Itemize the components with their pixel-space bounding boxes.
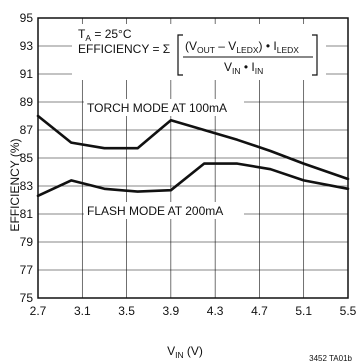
x-tick-label: 3.1 (74, 304, 91, 318)
y-tick-label: 95 (20, 11, 34, 25)
plot-frame (37, 17, 349, 299)
efficiency-formula: TA = 25°C EFFICIENCY = Σ (VOUT – VLEDX) … (78, 27, 318, 76)
x-tick-label: 3.5 (118, 304, 135, 318)
y-tick-label: 81 (20, 207, 34, 221)
formula-backdrop (72, 24, 326, 80)
formula-numerator: (VOUT – VLEDX) • ILEDX (185, 39, 299, 55)
y-tick-label: 91 (20, 67, 34, 81)
data-curves (36, 114, 350, 198)
y-tick-label: 85 (20, 151, 34, 165)
efficiency-formula-label: EFFICIENCY = Σ (78, 42, 170, 56)
y-tick-label: 89 (20, 95, 34, 109)
series-label-torch: TORCH MODE AT 100mA (87, 101, 227, 115)
y-tick-label: 77 (20, 263, 34, 277)
y-tick-label: 83 (20, 179, 34, 193)
torch-label-backdrop (84, 99, 244, 116)
temperature-label: TA = 25°C (78, 27, 132, 43)
figure-code: 3452 TA01b (309, 354, 352, 363)
y-tick-label: 75 (20, 291, 34, 305)
y-axis-label: EFFICIENCY (%) (8, 138, 22, 231)
x-tick-label: 4.7 (251, 304, 268, 318)
x-tick-label: 2.7 (30, 304, 47, 318)
y-tick-label: 93 (20, 39, 34, 53)
flash-label-backdrop (84, 202, 244, 219)
grid-lines (38, 18, 348, 298)
x-tick-label: 4.3 (207, 304, 224, 318)
y-tick-labels: 75 77 79 81 83 85 87 89 91 93 95 (20, 11, 34, 305)
series-label-flash: FLASH MODE AT 200mA (87, 204, 223, 218)
torch-mode-curve (36, 114, 350, 181)
y-tick-label: 79 (20, 235, 34, 249)
x-tick-label: 5.1 (295, 304, 312, 318)
flash-mode-curve (36, 162, 350, 198)
x-tick-label: 3.9 (163, 304, 180, 318)
x-axis-label: VIN (V) (167, 344, 203, 360)
formula-right-bracket (312, 34, 318, 76)
x-tick-label: 5.5 (340, 304, 357, 318)
y-tick-label: 87 (20, 123, 34, 137)
formula-left-bracket (177, 34, 183, 76)
formula-denominator: VIN • IIN (224, 60, 263, 76)
x-tick-labels: 2.7 3.1 3.5 3.9 4.3 4.7 5.1 5.5 (30, 304, 357, 318)
